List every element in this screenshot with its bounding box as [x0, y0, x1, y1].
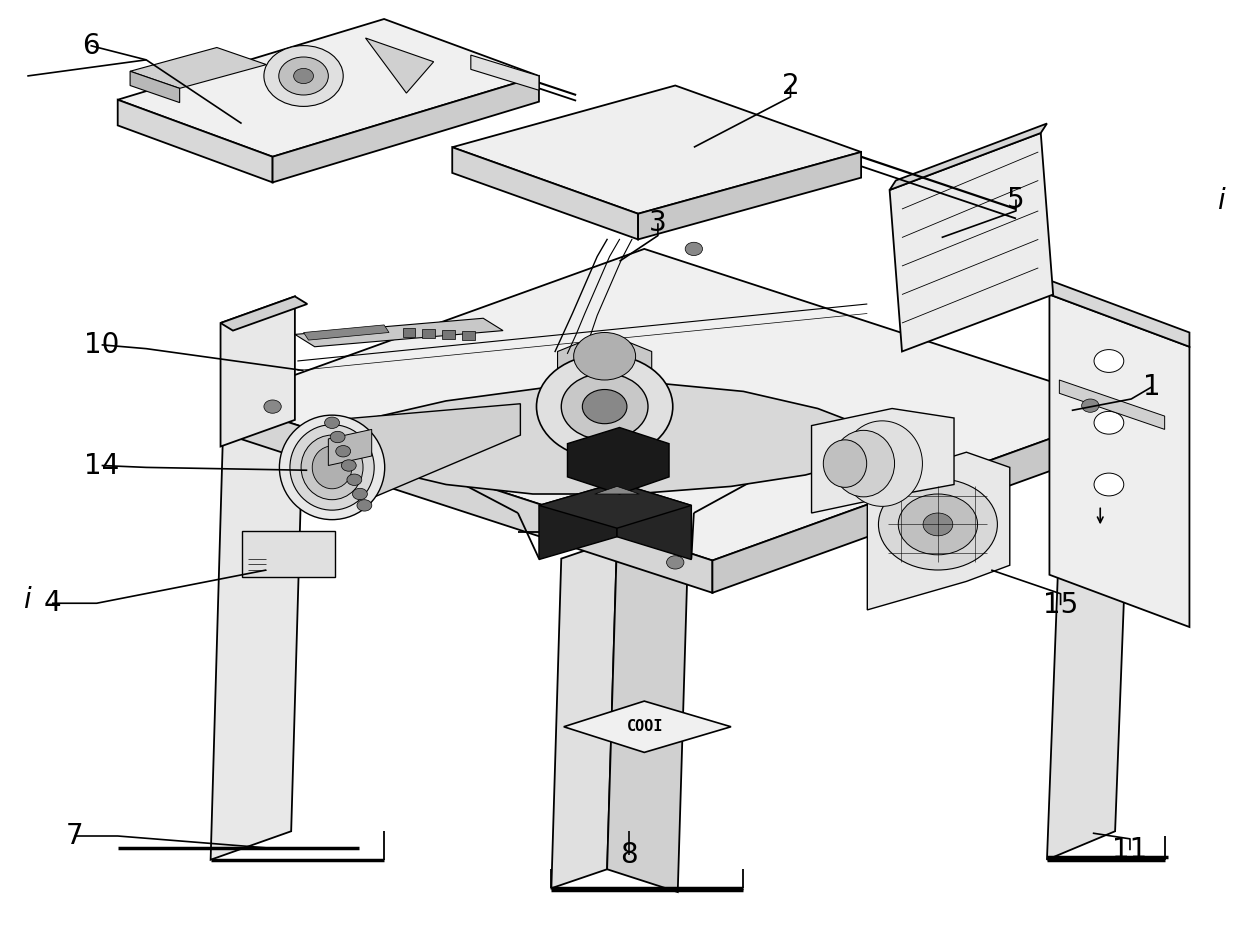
Polygon shape	[1059, 380, 1165, 429]
Circle shape	[1094, 411, 1124, 434]
Polygon shape	[118, 19, 539, 157]
Text: 11: 11	[1113, 836, 1147, 864]
Bar	[422, 329, 435, 338]
Circle shape	[1082, 399, 1099, 412]
Ellipse shape	[290, 425, 374, 510]
Circle shape	[685, 242, 703, 256]
Bar	[442, 330, 455, 339]
Polygon shape	[452, 86, 861, 214]
Circle shape	[336, 446, 351, 457]
Circle shape	[352, 488, 368, 500]
Polygon shape	[118, 100, 273, 182]
Circle shape	[898, 494, 978, 555]
Text: 8: 8	[621, 841, 638, 869]
Polygon shape	[332, 404, 520, 515]
Text: 1: 1	[1144, 372, 1161, 401]
Ellipse shape	[843, 421, 922, 506]
Polygon shape	[304, 325, 389, 340]
Polygon shape	[551, 540, 617, 888]
Circle shape	[357, 500, 372, 511]
Polygon shape	[607, 540, 688, 892]
Polygon shape	[366, 38, 434, 93]
Circle shape	[347, 474, 362, 485]
Polygon shape	[564, 701, 731, 752]
Polygon shape	[712, 408, 1134, 593]
Polygon shape	[295, 318, 503, 347]
Polygon shape	[221, 296, 295, 446]
Text: 2: 2	[782, 71, 799, 100]
Ellipse shape	[833, 430, 895, 497]
Text: 7: 7	[66, 822, 83, 850]
Text: 5: 5	[1007, 185, 1025, 214]
Polygon shape	[638, 152, 861, 239]
Circle shape	[536, 354, 673, 459]
Polygon shape	[812, 408, 954, 513]
Ellipse shape	[823, 440, 866, 487]
Circle shape	[667, 556, 684, 569]
Text: 14: 14	[84, 451, 119, 480]
Circle shape	[923, 513, 953, 536]
Circle shape	[878, 479, 997, 570]
Text: 3: 3	[649, 209, 667, 238]
Bar	[242, 531, 335, 577]
Polygon shape	[1049, 280, 1189, 347]
Polygon shape	[867, 452, 1010, 610]
Circle shape	[330, 431, 344, 443]
Polygon shape	[452, 147, 638, 239]
Ellipse shape	[301, 435, 363, 500]
Polygon shape	[567, 428, 669, 494]
Circle shape	[341, 460, 357, 471]
Circle shape	[325, 417, 339, 428]
Circle shape	[1094, 350, 1124, 372]
Polygon shape	[221, 296, 307, 331]
Polygon shape	[558, 332, 652, 371]
Text: 10: 10	[84, 331, 119, 359]
Circle shape	[574, 332, 636, 380]
Ellipse shape	[312, 446, 352, 488]
Polygon shape	[539, 483, 617, 560]
Ellipse shape	[279, 415, 384, 520]
Polygon shape	[130, 48, 266, 88]
Text: i: i	[24, 586, 31, 615]
Circle shape	[264, 400, 281, 413]
Polygon shape	[617, 483, 691, 560]
Text: COOI: COOI	[627, 719, 664, 734]
Polygon shape	[471, 55, 539, 90]
Polygon shape	[1049, 294, 1189, 627]
Polygon shape	[322, 382, 880, 494]
Polygon shape	[595, 486, 639, 494]
Polygon shape	[223, 401, 712, 593]
Text: i: i	[1217, 187, 1224, 216]
Circle shape	[561, 373, 648, 440]
Circle shape	[264, 46, 343, 106]
Circle shape	[582, 390, 627, 424]
Circle shape	[1094, 473, 1124, 496]
Polygon shape	[890, 133, 1053, 352]
Polygon shape	[1047, 408, 1131, 860]
Text: 4: 4	[43, 589, 61, 618]
Polygon shape	[273, 76, 539, 182]
Polygon shape	[328, 429, 372, 466]
Text: 15: 15	[1043, 591, 1078, 619]
Text: 6: 6	[82, 31, 99, 60]
Circle shape	[294, 68, 313, 84]
Polygon shape	[211, 404, 304, 860]
Polygon shape	[130, 71, 180, 103]
Polygon shape	[890, 124, 1047, 190]
Polygon shape	[539, 483, 691, 528]
Circle shape	[279, 57, 328, 95]
Polygon shape	[223, 249, 1134, 560]
Bar	[403, 328, 415, 337]
Bar	[462, 331, 475, 340]
